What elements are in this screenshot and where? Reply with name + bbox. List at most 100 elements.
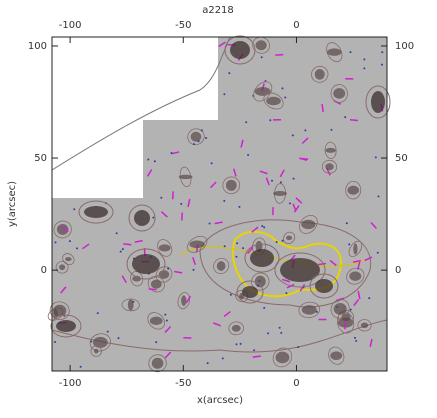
star xyxy=(261,225,264,228)
star xyxy=(96,312,99,315)
x-tick-label: -100 xyxy=(59,378,82,389)
chart-title: a2218 xyxy=(202,5,234,16)
galaxies xyxy=(47,35,391,373)
star xyxy=(152,216,155,219)
galaxy-core xyxy=(92,336,108,348)
star xyxy=(79,365,82,368)
galaxy-core xyxy=(189,240,205,249)
y-tick-label-right: 0 xyxy=(395,265,401,276)
shear-stick xyxy=(164,326,172,333)
star xyxy=(275,240,278,243)
galaxy xyxy=(298,301,321,319)
galaxy xyxy=(236,280,264,304)
galaxy-core xyxy=(341,313,351,322)
galaxy xyxy=(311,65,329,83)
shear-stick xyxy=(218,41,226,48)
star xyxy=(376,251,379,254)
shear-stick xyxy=(146,169,153,177)
galaxy xyxy=(224,35,256,65)
galaxy-core xyxy=(333,88,346,99)
shear-stick xyxy=(134,239,143,243)
shear-stick xyxy=(123,243,132,246)
galaxy xyxy=(177,292,191,310)
galaxy xyxy=(49,301,70,320)
y-axis-label: y(arcsec) xyxy=(7,181,18,227)
shear-stick xyxy=(61,226,69,233)
galaxy-core xyxy=(132,275,142,282)
galaxy-core xyxy=(56,320,76,332)
shear-stick xyxy=(329,259,337,267)
star xyxy=(117,337,120,340)
star xyxy=(147,158,150,161)
galaxy-core xyxy=(178,174,193,180)
shear-stick xyxy=(282,278,291,283)
galaxy xyxy=(324,141,337,159)
star xyxy=(280,331,283,334)
y-tick-label: 100 xyxy=(28,41,47,52)
galaxy xyxy=(272,347,293,368)
galaxy-core xyxy=(65,257,72,262)
y-tick-label: 0 xyxy=(41,265,47,276)
galaxy-core xyxy=(250,249,274,267)
shear-stick xyxy=(352,259,361,263)
star xyxy=(170,152,173,155)
shear-stick xyxy=(364,256,373,262)
shear-stick xyxy=(370,221,377,229)
galaxy xyxy=(283,231,296,245)
star xyxy=(132,300,135,303)
star xyxy=(380,63,383,66)
star xyxy=(349,308,352,311)
shear-stick xyxy=(301,137,309,145)
star xyxy=(278,326,281,329)
shear-stick xyxy=(171,151,180,155)
x-tick-label: 0 xyxy=(293,378,299,389)
star xyxy=(363,67,366,70)
shear-stick xyxy=(121,275,127,284)
star xyxy=(54,241,57,244)
star xyxy=(242,247,245,250)
shear-stick xyxy=(209,181,217,189)
star xyxy=(238,205,241,208)
shear-stick xyxy=(252,355,261,358)
shear-stick xyxy=(148,288,157,291)
star xyxy=(115,232,118,235)
star xyxy=(253,349,256,352)
star xyxy=(164,313,167,316)
star xyxy=(73,208,76,211)
galaxy xyxy=(147,312,166,330)
shear-stick xyxy=(174,270,183,274)
galaxy-core xyxy=(255,40,267,51)
galaxy-core xyxy=(225,179,237,191)
galaxy xyxy=(357,319,372,332)
galaxy-core xyxy=(254,275,266,288)
plot-frame xyxy=(51,36,388,372)
star xyxy=(192,268,195,271)
galaxy-core xyxy=(181,295,187,306)
star xyxy=(345,222,348,225)
contour xyxy=(51,319,388,353)
star xyxy=(90,340,93,343)
galaxy-core xyxy=(242,286,258,298)
star xyxy=(304,129,307,132)
star xyxy=(106,330,109,333)
star xyxy=(54,341,57,344)
galaxy-core xyxy=(301,305,317,315)
star xyxy=(180,202,183,205)
galaxy-core xyxy=(150,279,162,289)
galaxy xyxy=(128,204,156,232)
star xyxy=(344,116,347,119)
star xyxy=(363,58,366,61)
star xyxy=(315,310,318,313)
star xyxy=(269,119,272,122)
galaxy-core xyxy=(53,304,67,317)
galaxy-core xyxy=(190,131,202,142)
shear-stick xyxy=(353,298,360,307)
star xyxy=(374,156,377,159)
star xyxy=(197,140,200,143)
star xyxy=(263,306,266,309)
shear-stick xyxy=(60,286,67,294)
galaxy xyxy=(187,128,205,146)
shear-stick xyxy=(299,283,306,292)
star xyxy=(349,51,352,54)
